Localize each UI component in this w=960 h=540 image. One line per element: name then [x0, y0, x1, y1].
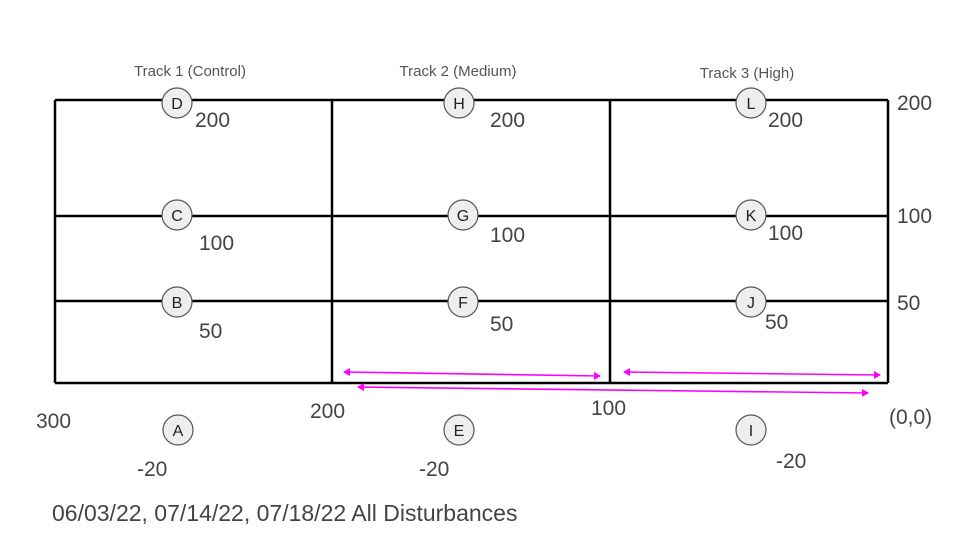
node-I-value: -20 [776, 450, 806, 473]
node-A-value: -20 [137, 458, 167, 481]
node-H-value: 200 [490, 109, 525, 132]
right-label-50: 50 [897, 292, 920, 315]
node-L: L 200 [735, 87, 803, 132]
arrow-full-span [357, 383, 869, 397]
caption: 06/03/22, 07/14/22, 07/18/22 All Disturb… [52, 500, 518, 526]
node-K-value: 100 [768, 222, 803, 245]
node-A: A -20 [137, 414, 194, 481]
node-K-label: K [746, 208, 757, 225]
node-L-value: 200 [768, 109, 803, 132]
bottom-label-100: 100 [591, 397, 626, 420]
right-label-100: 100 [897, 205, 932, 228]
node-C: C 100 [161, 199, 234, 255]
bottom-label-200: 200 [310, 400, 345, 423]
track-2-title: Track 2 (Medium) [400, 63, 517, 80]
arrow-track3-span [623, 368, 881, 379]
node-I: I -20 [735, 414, 806, 473]
node-B: B 50 [161, 286, 222, 343]
node-I-label: I [749, 423, 753, 440]
arrows [343, 368, 881, 397]
arrow-track2-span [343, 368, 601, 380]
node-B-label: B [172, 295, 183, 312]
node-K: K 100 [735, 199, 803, 245]
node-F-label: F [458, 295, 468, 312]
track-1-title: Track 1 (Control) [134, 63, 246, 80]
node-J-label: J [747, 295, 755, 312]
node-G-label: G [457, 208, 469, 225]
node-H: H 200 [443, 87, 525, 132]
node-F: F 50 [447, 286, 513, 336]
node-E: E -20 [419, 414, 475, 481]
track-3-title: Track 3 (High) [700, 65, 794, 82]
node-G: G 100 [447, 199, 525, 247]
right-label-200: 200 [897, 92, 932, 115]
node-B-value: 50 [199, 320, 222, 343]
node-E-value: -20 [419, 458, 449, 481]
node-D: D 200 [161, 87, 230, 132]
node-A-label: A [173, 423, 184, 440]
node-H-label: H [453, 96, 465, 113]
node-E-label: E [454, 423, 465, 440]
node-L-label: L [747, 96, 756, 113]
node-G-value: 100 [490, 224, 525, 247]
node-J: J 50 [735, 286, 788, 334]
node-C-label: C [171, 208, 183, 225]
bottom-label-origin: (0,0) [889, 406, 932, 429]
grid [53, 98, 890, 385]
node-D-label: D [171, 96, 183, 113]
node-J-value: 50 [765, 311, 788, 334]
node-F-value: 50 [490, 313, 513, 336]
node-C-value: 100 [199, 232, 234, 255]
node-D-value: 200 [195, 109, 230, 132]
bottom-label-300: 300 [36, 410, 71, 433]
